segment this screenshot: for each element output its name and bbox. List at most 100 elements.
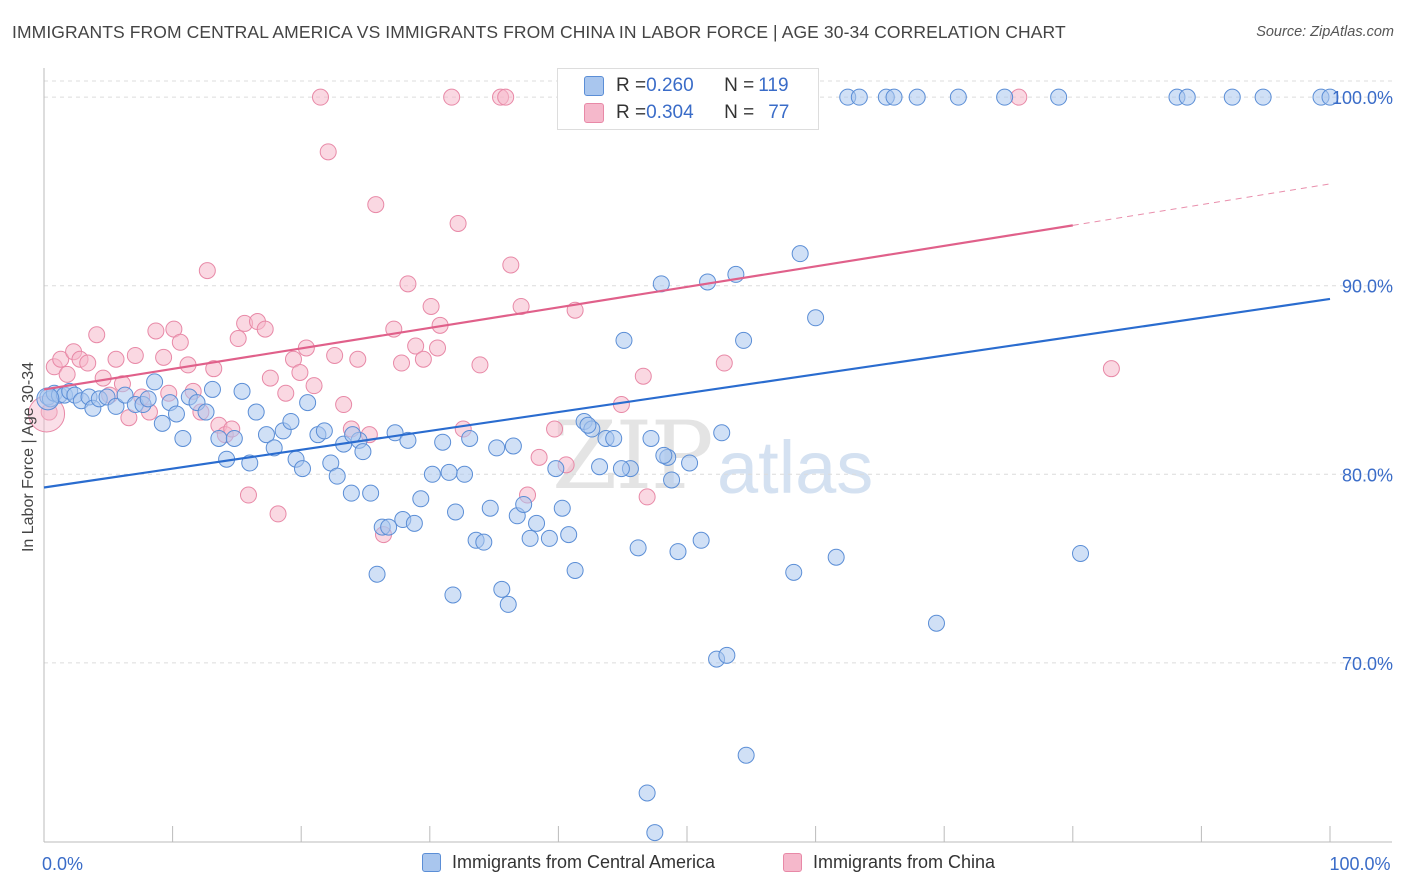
china-point [349, 350, 367, 368]
china-point [205, 360, 223, 378]
central-america-point [153, 414, 171, 432]
central-america-point [927, 614, 945, 632]
china-point [497, 88, 515, 106]
central-america-point [461, 429, 479, 447]
central-america-trend-line [43, 297, 1331, 489]
china-point [311, 88, 329, 106]
central-america-point [566, 561, 584, 579]
china-point [471, 356, 489, 374]
china-point [546, 420, 564, 438]
china-trend-line [43, 224, 1073, 391]
stats-legend: R = 0.260 N = 119 R = 0.304 N = 77 [557, 68, 819, 130]
china-point [256, 320, 274, 338]
stats-row-china: R = 0.304 N = 77 [558, 99, 789, 127]
central-america-point [692, 531, 710, 549]
y-tick-label: 70.0% [1342, 654, 1393, 674]
china-point [502, 256, 520, 274]
central-america-point [210, 429, 228, 447]
central-america-point [612, 460, 630, 478]
china-point [530, 448, 548, 466]
central-america-point [315, 422, 333, 440]
central-america-point-large [36, 387, 60, 411]
central-america-point [681, 454, 699, 472]
china-point [393, 354, 411, 372]
tick-labels: 70.0% 80.0% 90.0% 100.0% 0.0% 100.0% [42, 88, 1393, 874]
central-america-point [405, 514, 423, 532]
china-point [229, 330, 247, 348]
central-america-point [456, 465, 474, 483]
central-america-point [615, 331, 633, 349]
central-america-point [444, 586, 462, 604]
central-america-point [167, 405, 185, 423]
legend-label: Immigrants from Central America [452, 852, 716, 872]
china-point [277, 384, 295, 402]
trend-lines [43, 183, 1331, 489]
china-point [155, 348, 173, 366]
china-point [147, 322, 165, 340]
central-america-point [528, 514, 546, 532]
stats-row-central-america: R = 0.260 N = 119 [558, 72, 789, 100]
central-america-point [423, 465, 441, 483]
central-america-point [1178, 88, 1196, 106]
china-point [291, 363, 309, 381]
central-america-point [605, 429, 623, 447]
china-point [1010, 88, 1028, 106]
central-america-point [547, 460, 565, 478]
china-point [126, 346, 144, 364]
chart-title: IMMIGRANTS FROM CENTRAL AMERICA VS IMMIG… [12, 22, 1066, 42]
central-america-point [646, 824, 664, 842]
central-america-point [499, 595, 517, 613]
central-america-point [107, 397, 125, 415]
central-america-point [293, 460, 311, 478]
central-america-point [515, 495, 533, 513]
china-point [449, 214, 467, 232]
china-point [269, 505, 287, 523]
central-america-point [447, 503, 465, 521]
central-america-point [735, 331, 753, 349]
china-point [399, 275, 417, 293]
central-america-point [553, 499, 571, 517]
blue-swatch-icon [422, 853, 441, 872]
central-america-point [488, 439, 506, 457]
central-america-point [655, 446, 673, 464]
central-america-point [521, 529, 539, 547]
legend-item-central-america: Immigrants from Central America [422, 852, 715, 873]
source-credit: Source: ZipAtlas.com [1256, 24, 1394, 40]
central-america-point [299, 394, 317, 412]
central-america-point [197, 403, 215, 421]
china-point [239, 486, 257, 504]
central-america-point [380, 518, 398, 536]
central-america-point [1223, 88, 1241, 106]
central-america-point [540, 529, 558, 547]
y-axis-label: In Labor Force | Age 30-34 [20, 361, 37, 553]
china-trend-extension [1072, 183, 1331, 226]
central-america-point [1072, 544, 1090, 562]
r-value: 0.260 [646, 75, 694, 96]
blue-swatch-icon [584, 76, 604, 96]
central-america-point [885, 88, 903, 106]
china-point [52, 350, 70, 368]
y-tick-label: 100.0% [1332, 88, 1393, 108]
central-america-point [225, 429, 243, 447]
china-point [319, 143, 337, 161]
china-point [335, 396, 353, 414]
central-america-point [1254, 88, 1272, 106]
central-america-point [850, 88, 868, 106]
central-america-point [504, 437, 522, 455]
x-tick-label: 0.0% [42, 854, 83, 874]
axes [43, 68, 1392, 843]
central-america-point [233, 382, 251, 400]
china-point [367, 196, 385, 214]
central-america-point [475, 533, 493, 551]
china-point [326, 346, 344, 364]
central-america-point [591, 458, 609, 476]
china-point [422, 297, 440, 315]
y-tick-label: 90.0% [1342, 277, 1393, 297]
bottom-legend: Immigrants from Central America Immigran… [0, 852, 1406, 876]
central-america-point [996, 88, 1014, 106]
central-america-point [785, 563, 803, 581]
central-america-point [440, 463, 458, 481]
central-america-point [146, 373, 164, 391]
central-america-point [139, 390, 157, 408]
x-tick-label: 100.0% [1329, 854, 1390, 874]
